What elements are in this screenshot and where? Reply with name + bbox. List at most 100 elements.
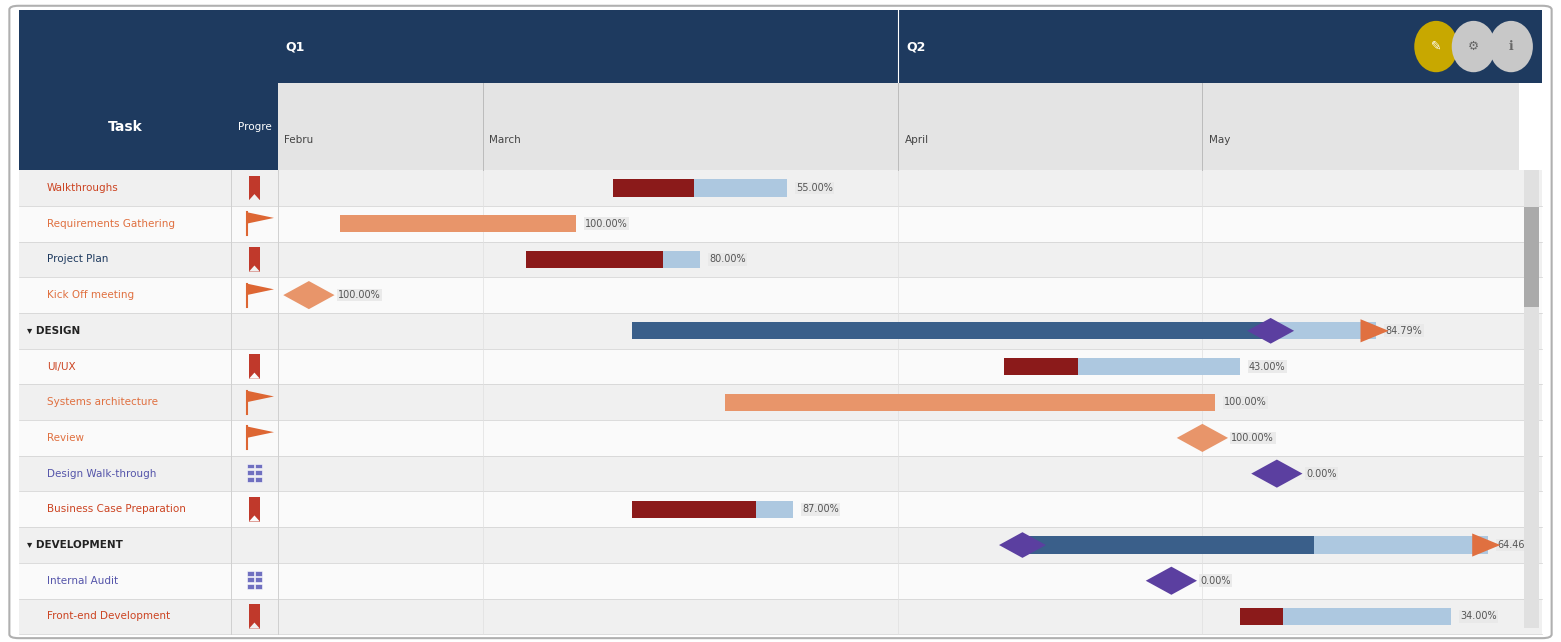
Bar xyxy=(19,241,1542,277)
Text: Front-end Development: Front-end Development xyxy=(47,611,170,621)
Bar xyxy=(613,179,693,196)
Bar xyxy=(19,206,1542,241)
Text: April: April xyxy=(904,135,929,145)
Text: 80.00%: 80.00% xyxy=(709,254,746,265)
Bar xyxy=(19,527,1542,563)
Bar xyxy=(632,322,1271,340)
Text: UI/UX: UI/UX xyxy=(47,361,75,372)
Bar xyxy=(19,10,1542,83)
Bar xyxy=(19,492,1542,527)
Bar xyxy=(254,471,262,475)
Bar xyxy=(724,394,1214,411)
Text: May: May xyxy=(1208,135,1230,145)
Polygon shape xyxy=(1247,318,1294,343)
Polygon shape xyxy=(248,194,259,200)
Bar xyxy=(19,313,1542,349)
Polygon shape xyxy=(1252,460,1302,488)
Text: 100.00%: 100.00% xyxy=(585,219,628,229)
Bar xyxy=(1004,358,1079,375)
Polygon shape xyxy=(248,516,259,521)
Text: ✎: ✎ xyxy=(1431,40,1441,53)
Bar xyxy=(247,464,253,469)
Bar xyxy=(248,497,259,521)
Bar xyxy=(19,277,1542,313)
Bar xyxy=(19,598,1542,634)
Bar xyxy=(254,571,262,575)
Text: Business Case Preparation: Business Case Preparation xyxy=(47,505,186,514)
Bar xyxy=(248,176,259,200)
Bar xyxy=(247,477,253,482)
Polygon shape xyxy=(999,532,1046,558)
Text: 100.00%: 100.00% xyxy=(337,290,381,300)
Text: 84.79%: 84.79% xyxy=(1386,325,1422,336)
Bar xyxy=(254,477,262,482)
Ellipse shape xyxy=(1414,21,1458,72)
Text: Task: Task xyxy=(108,120,142,134)
Text: Progre: Progre xyxy=(237,122,272,132)
Bar xyxy=(19,385,1542,420)
Polygon shape xyxy=(1177,424,1229,452)
Polygon shape xyxy=(1472,534,1500,557)
Bar xyxy=(248,354,259,379)
Polygon shape xyxy=(247,426,273,438)
Bar xyxy=(19,456,1542,492)
Bar xyxy=(254,584,262,589)
Text: Febru: Febru xyxy=(284,135,314,145)
Text: 100.00%: 100.00% xyxy=(1232,433,1274,443)
Bar xyxy=(632,501,793,518)
Text: 87.00%: 87.00% xyxy=(802,505,838,514)
Bar xyxy=(340,215,576,232)
Bar xyxy=(19,83,278,170)
Polygon shape xyxy=(247,212,273,223)
Bar xyxy=(247,577,253,582)
Bar xyxy=(248,247,259,272)
Text: 55.00%: 55.00% xyxy=(796,183,834,193)
Bar xyxy=(526,251,662,268)
Bar xyxy=(19,563,1542,598)
Ellipse shape xyxy=(1452,21,1495,72)
Bar xyxy=(1004,358,1239,375)
Bar xyxy=(19,420,1542,456)
Bar xyxy=(19,170,1542,206)
Bar xyxy=(247,584,253,589)
Text: ▾ DESIGN: ▾ DESIGN xyxy=(27,325,80,336)
Bar xyxy=(254,464,262,469)
Bar xyxy=(613,179,787,196)
Text: March: March xyxy=(489,135,521,145)
Bar xyxy=(254,577,262,582)
Bar xyxy=(1239,608,1450,625)
Text: 43.00%: 43.00% xyxy=(1249,361,1286,372)
Bar xyxy=(632,322,1377,340)
Bar xyxy=(1022,537,1314,553)
Text: ⚙: ⚙ xyxy=(1467,40,1480,53)
Bar xyxy=(248,604,259,629)
Bar xyxy=(632,501,756,518)
Text: Q2: Q2 xyxy=(905,40,926,53)
Text: ▾ DEVELOPMENT: ▾ DEVELOPMENT xyxy=(27,540,122,550)
Polygon shape xyxy=(283,281,334,309)
Polygon shape xyxy=(248,623,259,629)
Bar xyxy=(247,471,253,475)
Bar xyxy=(1022,537,1488,553)
Bar xyxy=(1524,170,1539,628)
Bar xyxy=(247,571,253,575)
Text: Project Plan: Project Plan xyxy=(47,254,108,265)
Text: Review: Review xyxy=(47,433,84,443)
Text: Design Walk-through: Design Walk-through xyxy=(47,469,156,479)
Text: 34.00%: 34.00% xyxy=(1460,611,1497,621)
Bar xyxy=(1524,207,1539,308)
Bar xyxy=(278,83,1519,170)
Bar xyxy=(1239,608,1283,625)
Text: ℹ: ℹ xyxy=(1508,40,1514,53)
Text: Systems architecture: Systems architecture xyxy=(47,397,158,407)
Bar xyxy=(526,251,699,268)
Text: 0.00%: 0.00% xyxy=(1307,469,1336,479)
Polygon shape xyxy=(247,284,273,295)
Polygon shape xyxy=(248,266,259,272)
Text: Kick Off meeting: Kick Off meeting xyxy=(47,290,134,300)
Ellipse shape xyxy=(1489,21,1533,72)
Text: Q1: Q1 xyxy=(286,40,304,53)
Text: 64.46%: 64.46% xyxy=(1497,540,1534,550)
Text: 0.00%: 0.00% xyxy=(1200,576,1232,586)
Text: Requirements Gathering: Requirements Gathering xyxy=(47,219,175,229)
